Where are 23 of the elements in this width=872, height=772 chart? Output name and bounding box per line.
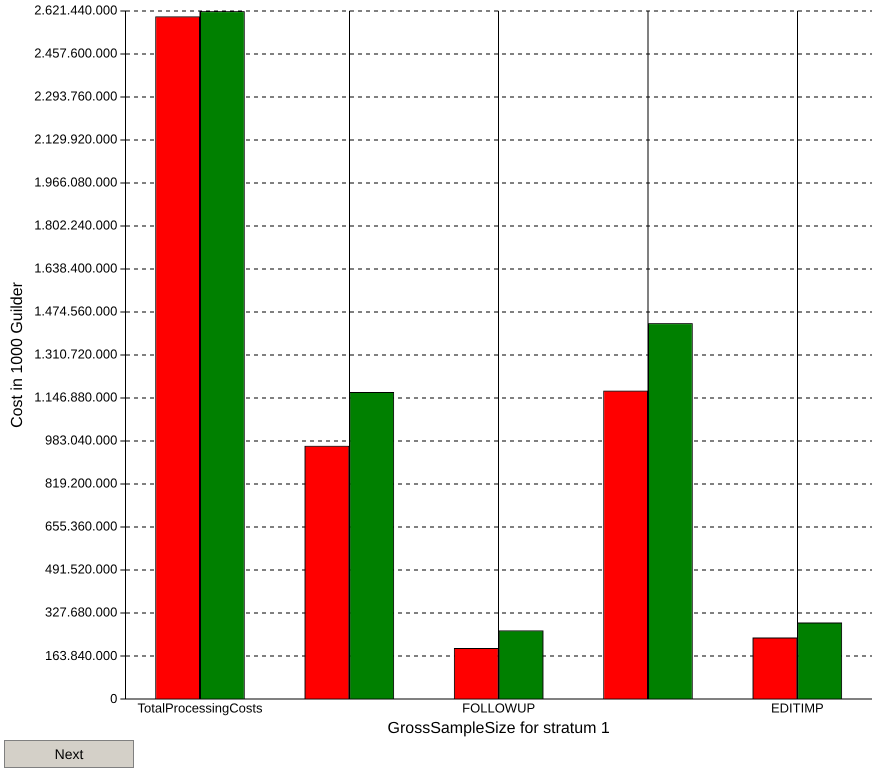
- y-tick-label: 2.621.440.000: [34, 2, 118, 18]
- text: Next: [4, 740, 134, 768]
- y-tick-label: 819.200.000: [45, 476, 118, 491]
- y-tick-label: 491.520.000: [45, 562, 118, 577]
- y-tick-label: 2.129.920.000: [34, 131, 118, 146]
- x-axis-title: GrossSampleSize for stratum 1: [388, 720, 610, 737]
- y-tick-label: 1.638.400.000: [34, 260, 118, 276]
- y-tick-label: 163.840.000: [45, 648, 118, 663]
- x-tick-label: TotalProcessingCosts: [138, 700, 263, 716]
- x-tick-label: FOLLOWUP: [462, 700, 536, 716]
- y-tick-label: 2.457.600.000: [34, 45, 118, 60]
- y-tick-label: 1.146.880.000: [34, 390, 118, 405]
- y-tick-label: 1.802.240.000: [34, 218, 118, 233]
- y-tick-label: 1.966.080.000: [34, 174, 118, 190]
- y-tick-label: 1.474.560.000: [34, 304, 118, 319]
- y-tick-label: 327.680.000: [45, 604, 118, 620]
- y-tick-label: 1.310.720.000: [34, 346, 118, 362]
- y-tick-label: 983.040.000: [45, 432, 118, 448]
- x-tick-label: EDITIMP: [770, 700, 824, 716]
- y-tick-label: 2.293.760.000: [34, 88, 118, 104]
- y-axis-title: Cost in 1000 Guilder: [9, 281, 26, 428]
- y-tick-label: 655.360.000: [45, 518, 118, 534]
- y-tick-label: 0: [110, 690, 118, 706]
